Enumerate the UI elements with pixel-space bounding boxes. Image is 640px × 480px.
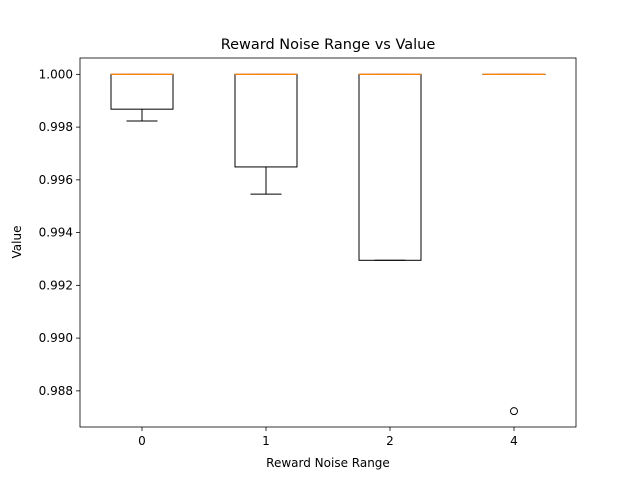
box xyxy=(234,73,298,168)
y-tick-label: 0.998 xyxy=(39,120,73,134)
x-tick-label: 0 xyxy=(138,434,146,448)
y-tick-label: 1.000 xyxy=(39,67,73,81)
plot-area xyxy=(110,73,546,416)
chart-title: Reward Noise Range vs Value xyxy=(221,37,436,53)
x-tick-label: 2 xyxy=(386,434,394,448)
y-tick-label: 0.996 xyxy=(39,173,73,187)
box xyxy=(110,73,174,110)
x-axis-label: Reward Noise Range xyxy=(266,456,390,470)
y-axis-label: Value xyxy=(10,226,24,259)
x-tick-label: 4 xyxy=(510,434,518,448)
y-axis: 0.988 0.990 0.992 0.994 0.996 0.998 1.000 xyxy=(39,67,80,398)
box-group-1 xyxy=(234,73,298,195)
y-tick-label: 0.988 xyxy=(39,384,73,398)
box-group-4 xyxy=(482,73,546,416)
box xyxy=(358,73,422,261)
y-tick-label: 0.990 xyxy=(39,331,73,345)
y-tick-label: 0.992 xyxy=(39,278,73,292)
x-axis: 0 1 2 4 xyxy=(138,427,518,448)
x-tick-label: 1 xyxy=(262,434,270,448)
y-tick-label: 0.994 xyxy=(39,226,73,240)
outlier-point xyxy=(510,407,518,416)
box-group-0 xyxy=(110,73,174,122)
box-group-2 xyxy=(358,73,422,261)
plot-frame xyxy=(79,57,577,428)
